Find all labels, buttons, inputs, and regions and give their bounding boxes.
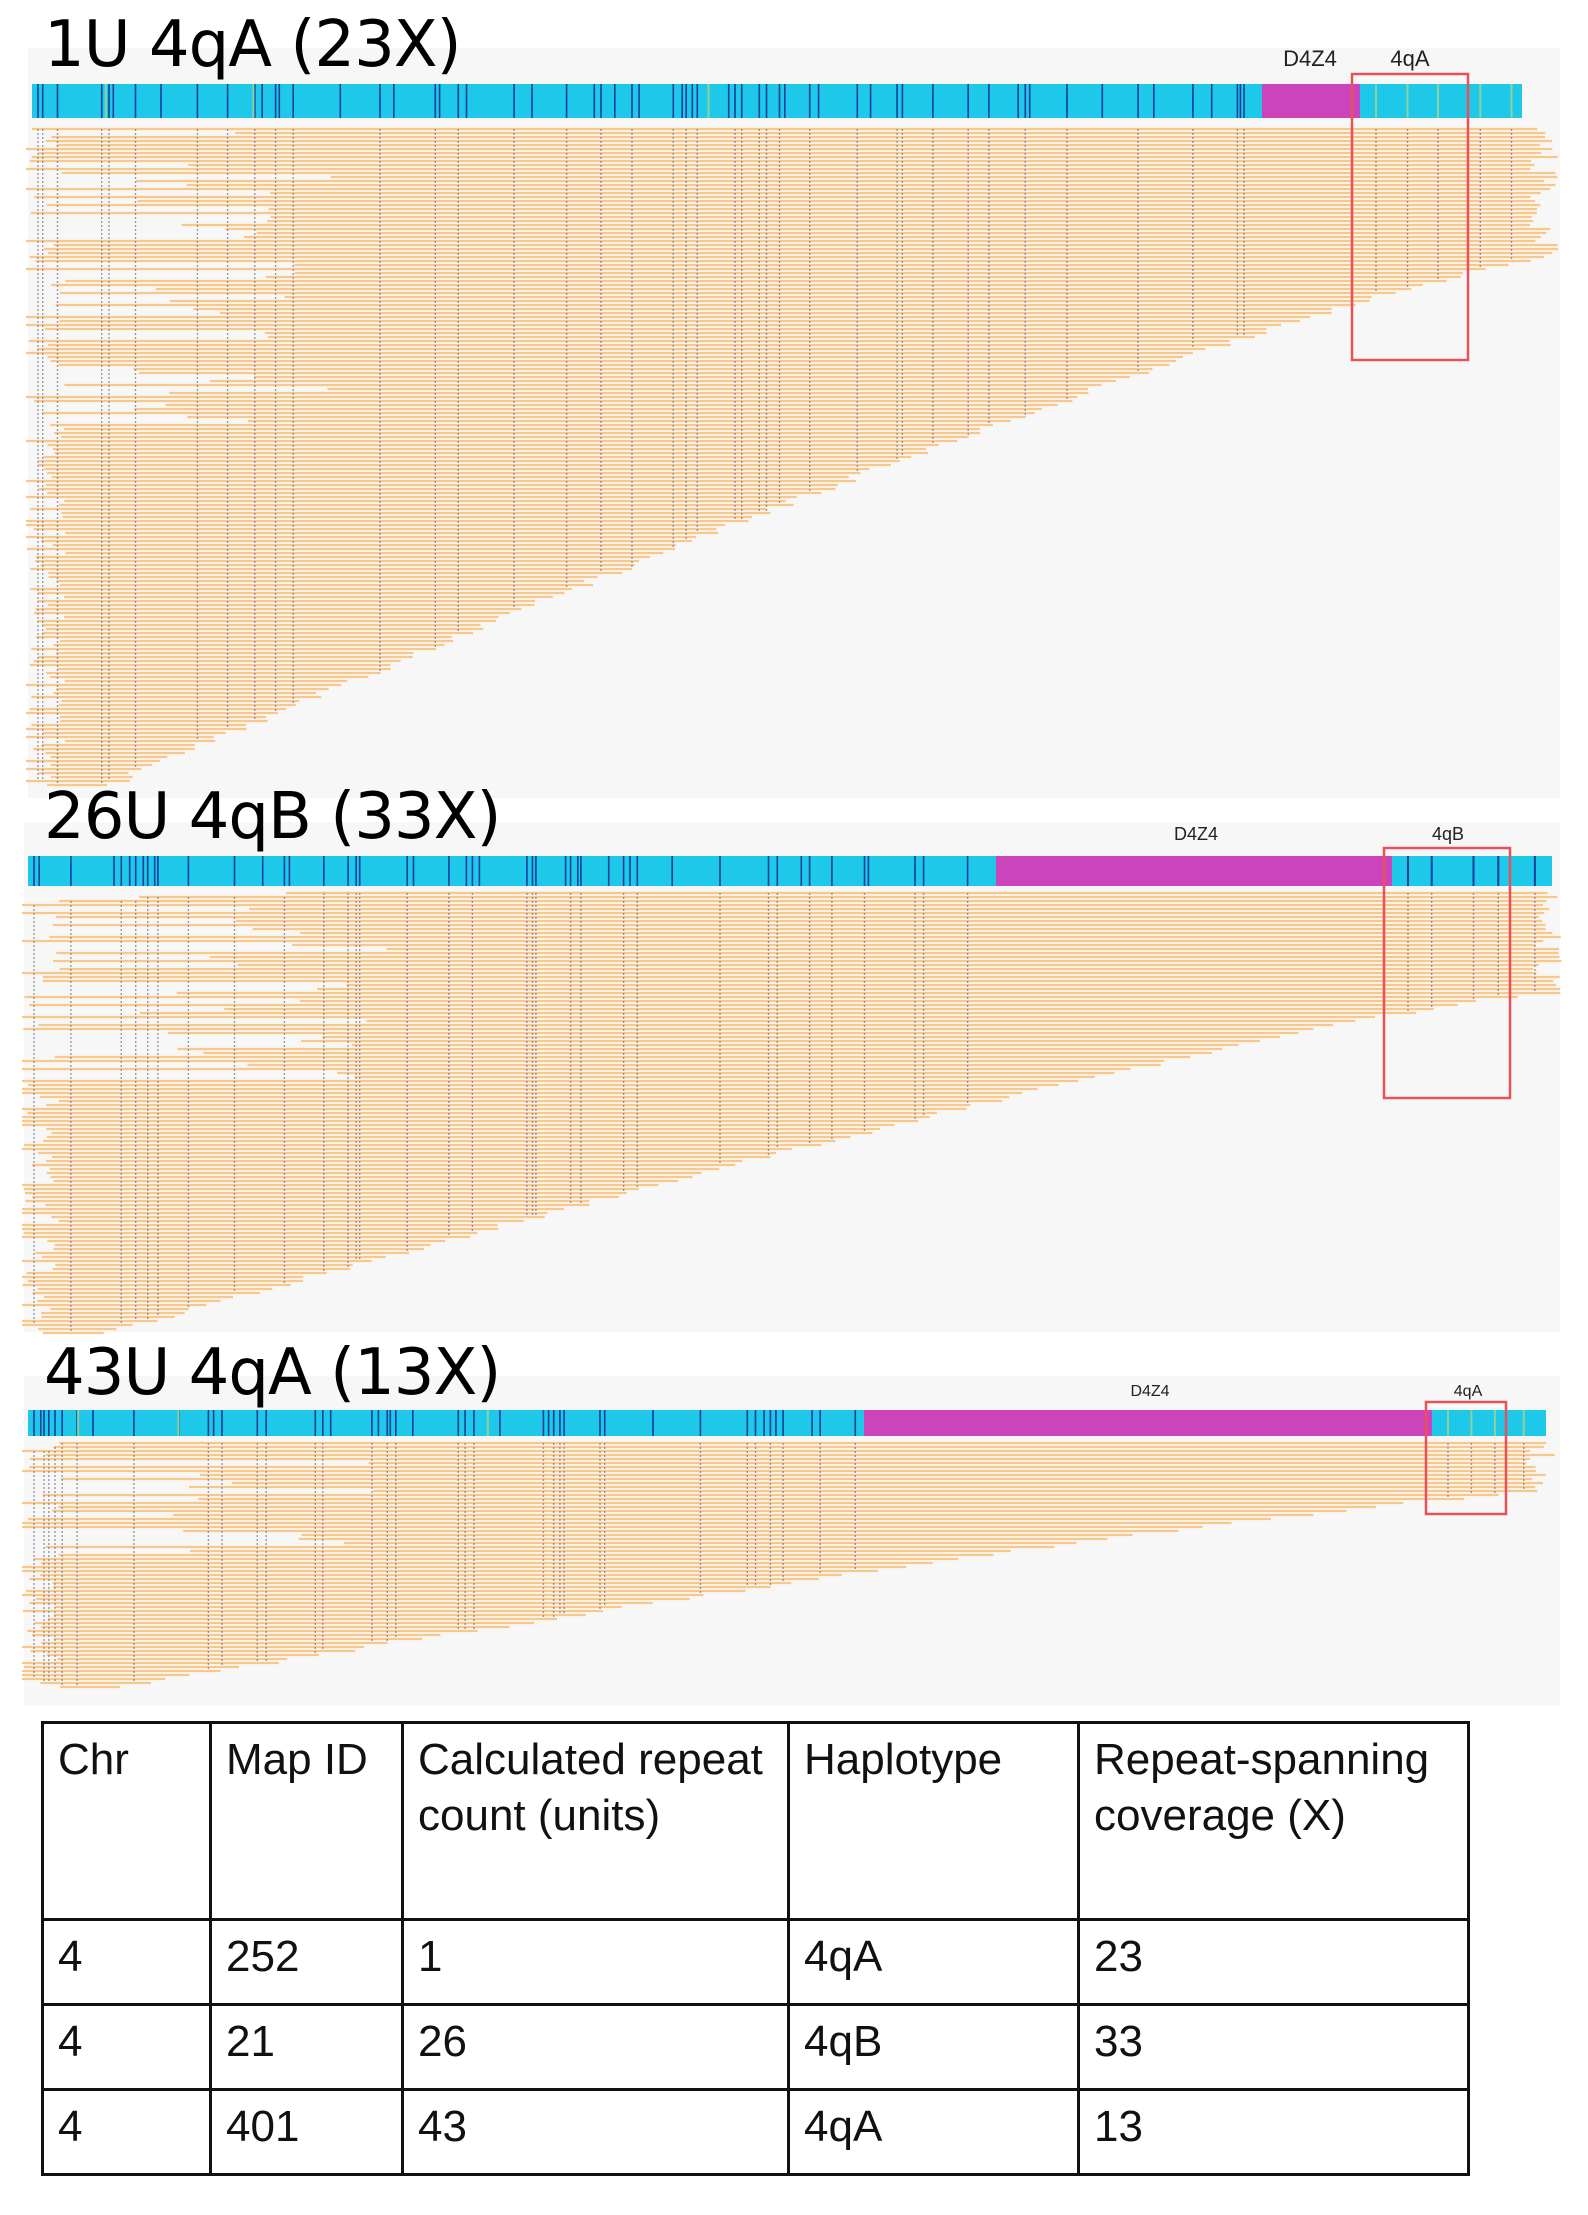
reference-map (28, 856, 1552, 886)
haplotype-label: 4qB (1432, 824, 1464, 844)
cell-repeat-count: 1 (401, 1918, 790, 2006)
cell-chr: 4 (41, 2003, 212, 2091)
molecule-group (26, 127, 1559, 787)
optical-map-alignment: D4Z4 4qB (22, 824, 1562, 1335)
molecule-site-group (33, 1443, 1525, 1687)
cell-coverage: 33 (1077, 2003, 1470, 2091)
panel-title: 26U 4qB (33X) (44, 780, 501, 854)
cell-haplotype: 4qA (787, 1918, 1080, 2006)
d4z4-label: D4Z4 (1283, 46, 1337, 71)
d4z4-label: D4Z4 (1130, 1383, 1169, 1400)
cell-haplotype: 4qB (787, 2003, 1080, 2091)
molecule-site-group (37, 129, 1513, 785)
haplotype-highlight-box (1350, 72, 1470, 362)
haplotype-label: 4qA (1390, 46, 1429, 71)
d4z4-segment (996, 856, 1392, 886)
d4z4-segment (1262, 84, 1360, 118)
map-panel-3: D4Z4 4qA 43U 4qA (13X) (0, 1334, 1588, 1714)
header-map-id: Map ID (209, 1721, 404, 1921)
cell-chr: 4 (41, 2088, 212, 2176)
cell-map-id: 401 (209, 2088, 404, 2176)
map-panel-1: D4Z4 4qA 1U 4qA (23X) (0, 0, 1588, 800)
cell-coverage: 23 (1077, 1918, 1470, 2006)
header-coverage: Repeat-spanning coverage (X) (1077, 1721, 1470, 1921)
cell-repeat-count: 43 (401, 2088, 790, 2176)
molecule-group (22, 891, 1562, 1335)
d4z4-label: D4Z4 (1174, 824, 1218, 844)
panel-title: 1U 4qA (23X) (44, 8, 462, 82)
cell-map-id: 21 (209, 2003, 404, 2091)
cell-repeat-count: 26 (401, 2003, 790, 2091)
optical-map-alignment: D4Z4 4qA (22, 1383, 1555, 1689)
optical-map-alignment: D4Z4 4qA (26, 46, 1559, 787)
molecule-group (22, 1441, 1555, 1689)
haplotype-highlight-box (1382, 846, 1512, 1100)
map-panel-2: D4Z4 4qB 26U 4qB (33X) (0, 780, 1588, 1340)
haplotype-label: 4qA (1454, 1383, 1483, 1400)
table-row: 4 252 1 4qA 23 (41, 1918, 1470, 2006)
results-table: Chr Map ID Calculated repeat count (unit… (41, 1721, 1470, 2176)
header-repeat-count: Calculated repeat count (units) (401, 1721, 790, 1921)
cell-map-id: 252 (209, 1918, 404, 2006)
table-row: 4 21 26 4qB 33 (41, 2003, 1470, 2091)
table-header-row: Chr Map ID Calculated repeat count (unit… (41, 1721, 1470, 1921)
molecule-site-group (33, 893, 1536, 1333)
reference-map (28, 1410, 1546, 1436)
table-row: 4 401 43 4qA 13 (41, 2088, 1470, 2176)
header-chr: Chr (41, 1721, 212, 1921)
cell-haplotype: 4qA (787, 2088, 1080, 2176)
cell-coverage: 13 (1077, 2088, 1470, 2176)
d4z4-segment (864, 1410, 1432, 1436)
header-haplotype: Haplotype (787, 1721, 1080, 1921)
panel-title: 43U 4qA (13X) (44, 1336, 501, 1410)
reference-map (32, 84, 1522, 118)
haplotype-highlight-box (1424, 1400, 1508, 1516)
cell-chr: 4 (41, 1918, 212, 2006)
